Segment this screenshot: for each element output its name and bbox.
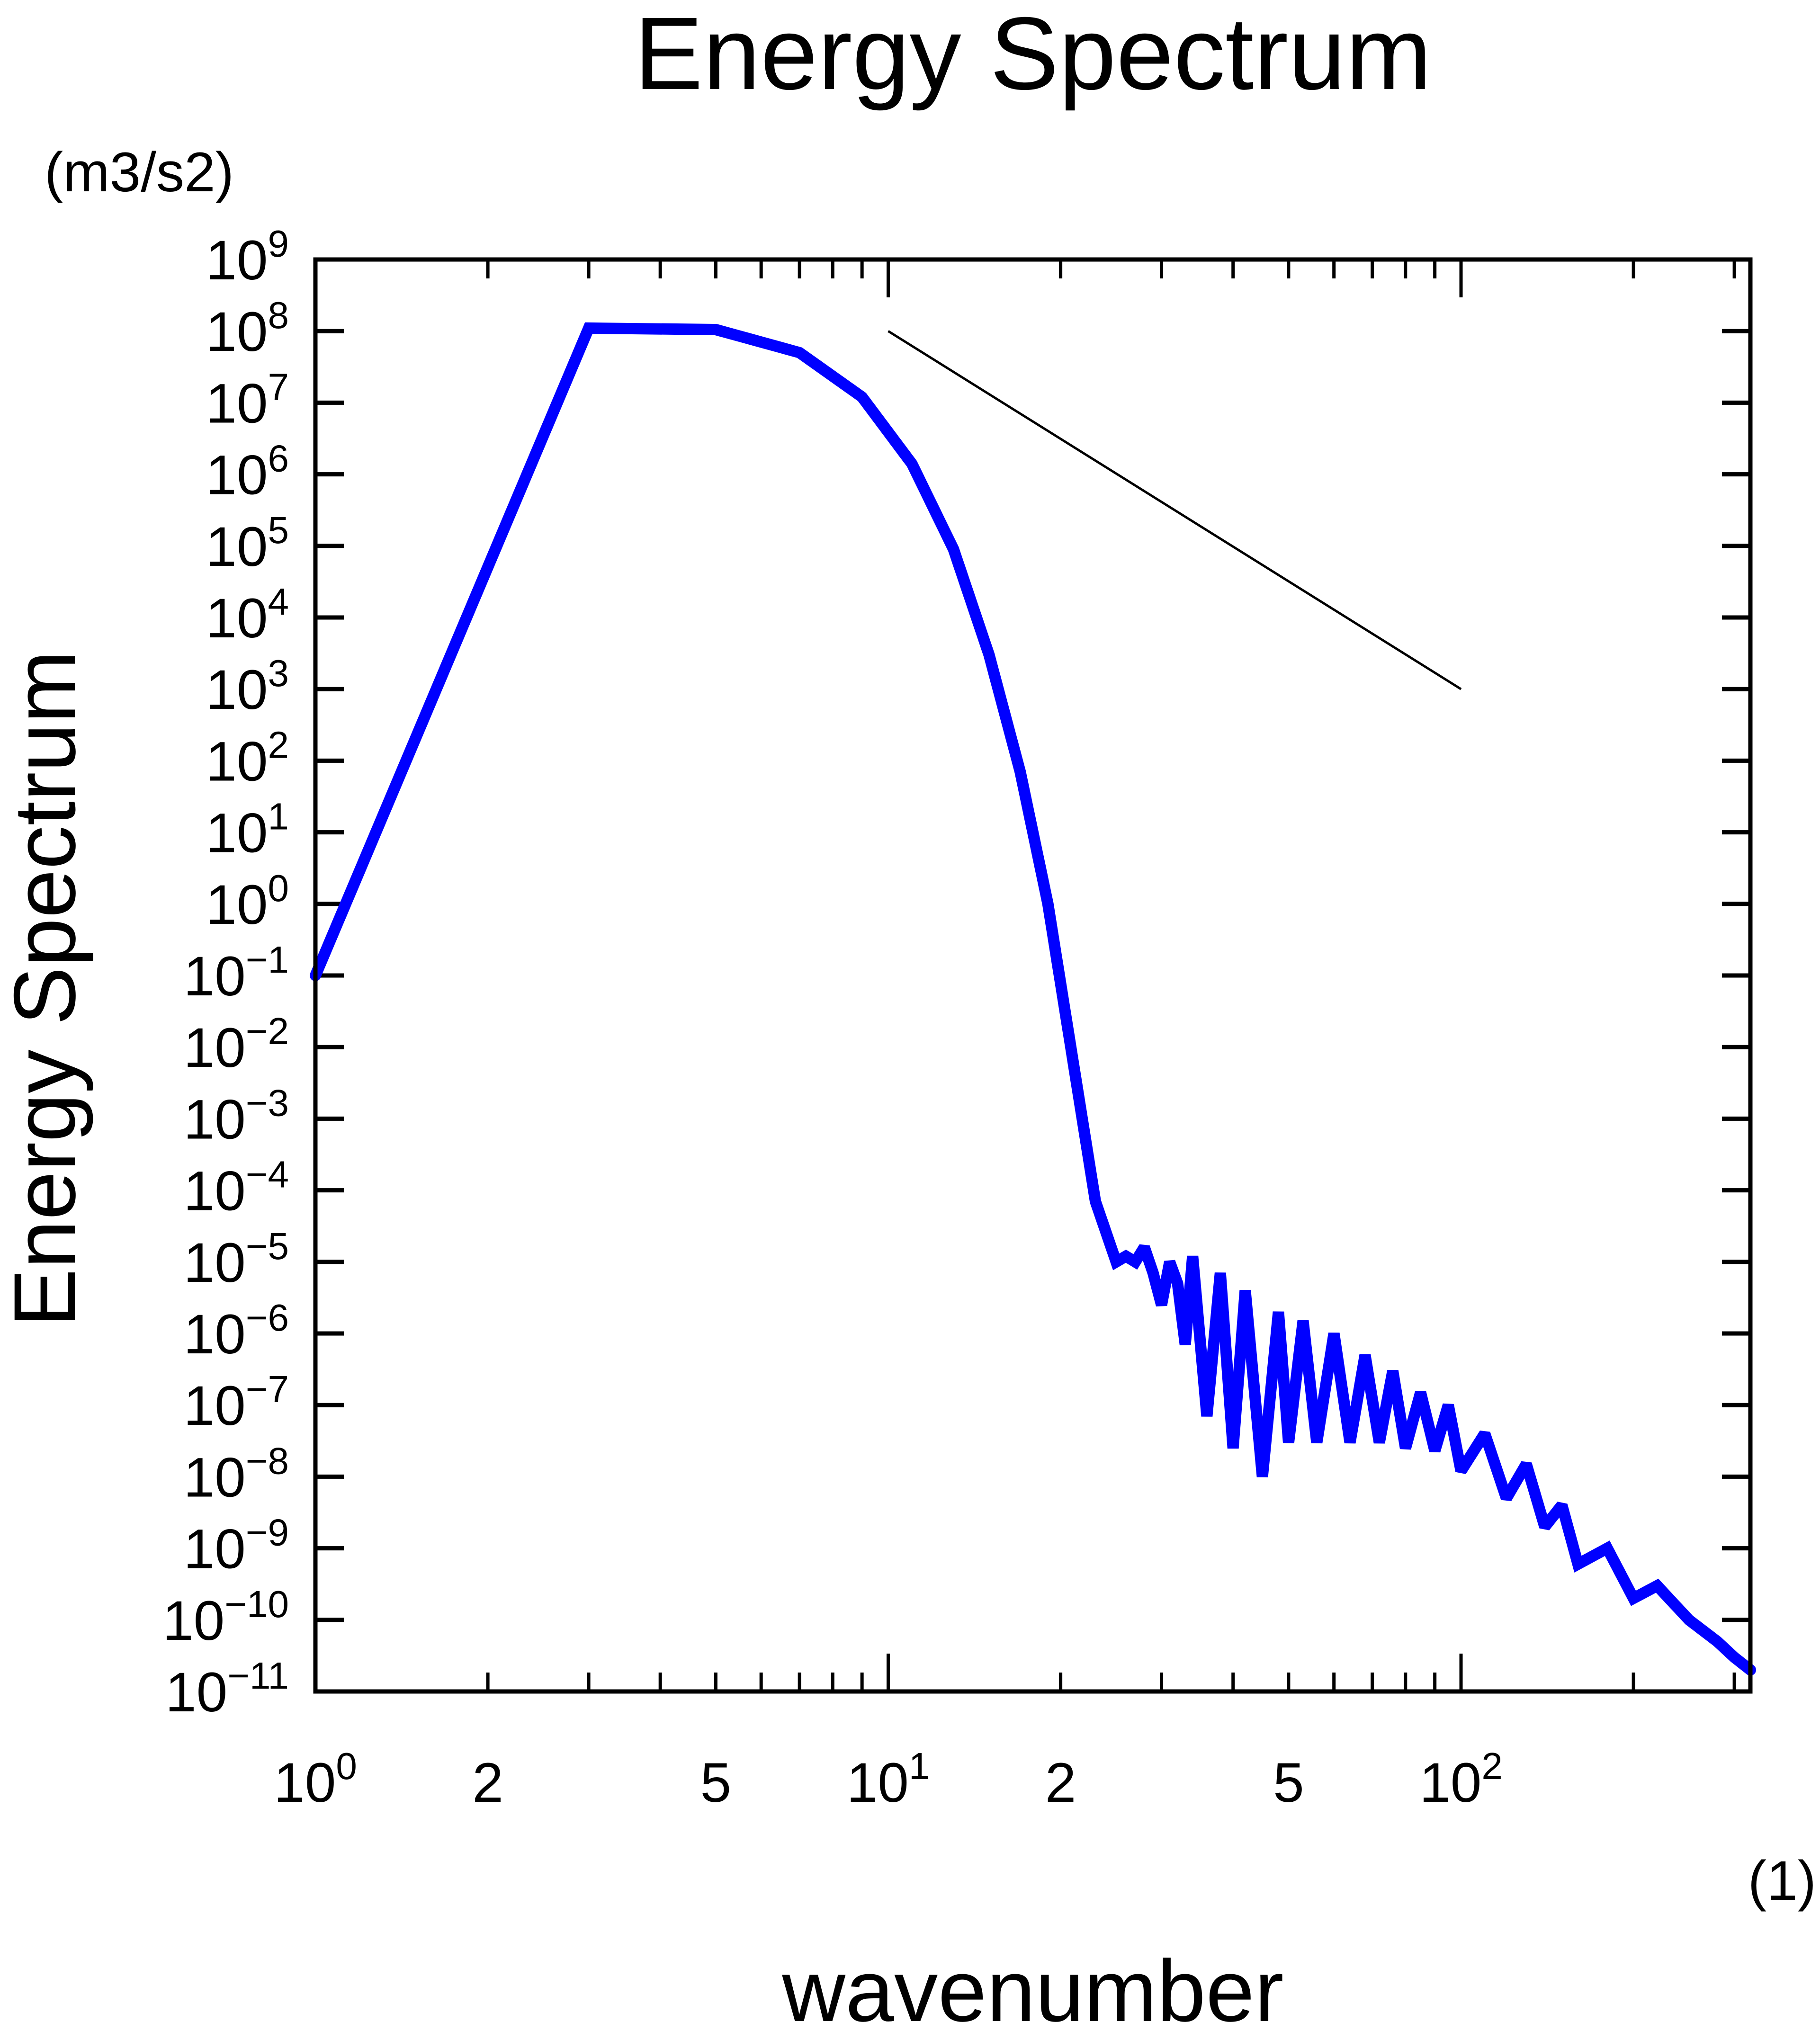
x-tick-label: 2 bbox=[1045, 1752, 1076, 1814]
x-tick-label: 100 bbox=[274, 1745, 357, 1814]
y-tick-label: 101 bbox=[206, 796, 289, 865]
energy-spectrum-line bbox=[310, 322, 1756, 1676]
y-axis-title: Energy Spectrum bbox=[0, 650, 94, 1327]
chart-title: Energy Spectrum bbox=[634, 0, 1432, 111]
tick-labels: 100 2 5 101 2 5 102109108107106105104103102101… bbox=[162, 223, 1503, 1814]
x-axis-title: wavenumber bbox=[781, 1942, 1283, 2031]
y-tick-label: 10−2 bbox=[184, 1010, 289, 1079]
x-tick-label: 5 bbox=[1273, 1752, 1304, 1814]
reference-slope-line bbox=[888, 330, 1462, 690]
x-tick-label: 101 bbox=[847, 1745, 930, 1814]
y-tick-label: 108 bbox=[206, 294, 289, 363]
y-tick-label: 102 bbox=[206, 724, 289, 793]
x-tick-label: 5 bbox=[700, 1752, 732, 1814]
y-tick-label: 105 bbox=[206, 509, 289, 578]
series-layer bbox=[310, 322, 1756, 1676]
y-tick-label: 10−1 bbox=[184, 939, 289, 1008]
y-tick-label: 10−6 bbox=[184, 1297, 289, 1366]
y-tick-label: 103 bbox=[206, 652, 289, 721]
y-tick-label: 10−5 bbox=[184, 1225, 289, 1294]
x-unit-label: (1) bbox=[1748, 1850, 1816, 1912]
y-unit-label: (m3/s2) bbox=[45, 141, 234, 204]
y-tick-label: 10−7 bbox=[184, 1368, 289, 1437]
y-tick-label: 109 bbox=[206, 223, 289, 292]
y-tick-label: 10−3 bbox=[184, 1082, 289, 1151]
y-tick-label: 10−9 bbox=[184, 1512, 289, 1581]
y-tick-label: 107 bbox=[206, 366, 289, 435]
plot-frame bbox=[313, 257, 1753, 1694]
y-tick-label: 100 bbox=[206, 867, 289, 936]
y-tick-label: 10−10 bbox=[162, 1583, 289, 1652]
y-tick-label: 104 bbox=[206, 581, 289, 650]
x-tick-label: 2 bbox=[472, 1752, 503, 1814]
y-tick-label: 106 bbox=[206, 438, 289, 507]
x-tick-label: 102 bbox=[1419, 1745, 1503, 1814]
y-tick-label: 10−4 bbox=[184, 1154, 289, 1223]
y-tick-label: 10−11 bbox=[165, 1655, 289, 1724]
y-tick-label: 10−8 bbox=[184, 1440, 289, 1509]
